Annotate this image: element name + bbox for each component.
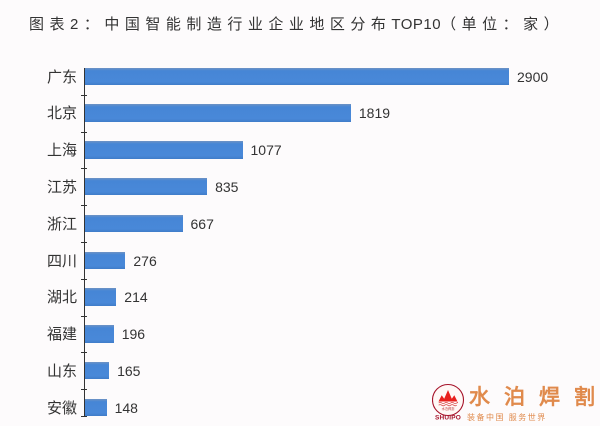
- svg-text:水泊焊割: 水泊焊割: [442, 406, 455, 411]
- svg-text:SHUIPO: SHUIPO: [435, 415, 461, 422]
